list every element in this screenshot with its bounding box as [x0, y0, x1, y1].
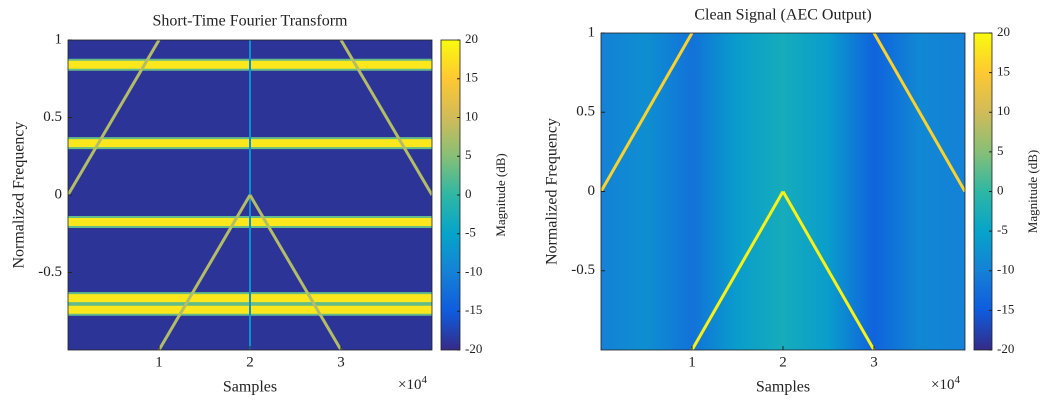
- colorbar-tick-label: -20: [465, 341, 482, 356]
- colorbar-tick-label: 15: [465, 70, 478, 85]
- track: [68, 40, 161, 196]
- track: [601, 33, 694, 193]
- x-tick-label: 2: [246, 354, 254, 370]
- y-tick-label: 0.5: [576, 104, 595, 120]
- x-tick-label: 2: [779, 354, 787, 370]
- y-tick-label: 1: [588, 24, 596, 40]
- track: [872, 33, 965, 193]
- x-axis-label: Samples: [223, 379, 277, 396]
- colorbar-tick-label: -15: [997, 301, 1014, 316]
- colorbar-tick-label: 15: [997, 64, 1010, 79]
- tracks: [601, 33, 965, 350]
- track: [690, 190, 785, 350]
- colorbar-tick-label: 5: [997, 143, 1004, 158]
- chart-title: Short-Time Fourier Transform: [153, 13, 349, 30]
- y-axis-label: Normalized Frequency: [11, 121, 28, 268]
- spectrogram-panel: 1 2 3 -0.5 0 0.5 1 Clean Signal (AEC Output) Sam…: [544, 7, 1040, 396]
- y-tick-label: -0.5: [571, 262, 595, 278]
- y-tick-label: 0: [55, 186, 63, 202]
- y-axis-label: Normalized Frequency: [544, 118, 561, 265]
- track: [339, 40, 432, 196]
- x-tick-label: 3: [337, 354, 345, 370]
- chart-title: Clean Signal (AEC Output): [694, 7, 871, 24]
- x-axis-label: Samples: [756, 379, 810, 396]
- colorbar-tick-label: -15: [465, 302, 482, 317]
- colorbar-tick-label: -10: [465, 263, 482, 278]
- colorbar-tick-label: 10: [997, 103, 1010, 118]
- x-tick-label: 3: [870, 354, 878, 370]
- colorbar-label: Magnitude (dB): [493, 153, 508, 236]
- spectrogram-panel: 1 2 3 -0.5 0 0.5 1 Short-Time Fourier Transform…: [11, 13, 508, 396]
- multiplier-base: ×10: [398, 377, 421, 393]
- y-tick-label: -0.5: [38, 264, 62, 280]
- x-multiplier: ×104: [398, 374, 427, 394]
- x-multiplier: ×104: [931, 374, 960, 394]
- multiplier-exponent: 4: [954, 374, 960, 386]
- colorbar-tick-label: 20: [465, 31, 478, 46]
- colorbar-tick-label: -10: [997, 262, 1014, 277]
- x-tick-label: 1: [688, 354, 696, 370]
- colorbar-tick-label: 20: [997, 24, 1010, 39]
- track: [157, 194, 252, 350]
- colorbar-tick-label: -5: [465, 225, 476, 240]
- colorbar-tick-label: -20: [997, 341, 1014, 356]
- track: [248, 194, 343, 350]
- y-tick-label: 1: [55, 31, 63, 47]
- colorbar-tick-label: 0: [465, 186, 472, 201]
- tracks: [68, 40, 432, 350]
- colorbar-label: Magnitude (dB): [1025, 150, 1040, 233]
- y-tick-label: 0: [588, 183, 596, 199]
- track: [781, 190, 876, 350]
- y-tick-label: 0.5: [43, 109, 62, 125]
- colorbar-tick-label: 5: [465, 147, 472, 162]
- colorbar-tick-label: -5: [997, 222, 1008, 237]
- multiplier-exponent: 4: [421, 374, 427, 386]
- x-tick-label: 1: [155, 354, 163, 370]
- colorbar-tick-label: 10: [465, 108, 478, 123]
- colorbar-tick-label: 0: [997, 182, 1004, 197]
- multiplier-base: ×10: [931, 377, 954, 393]
